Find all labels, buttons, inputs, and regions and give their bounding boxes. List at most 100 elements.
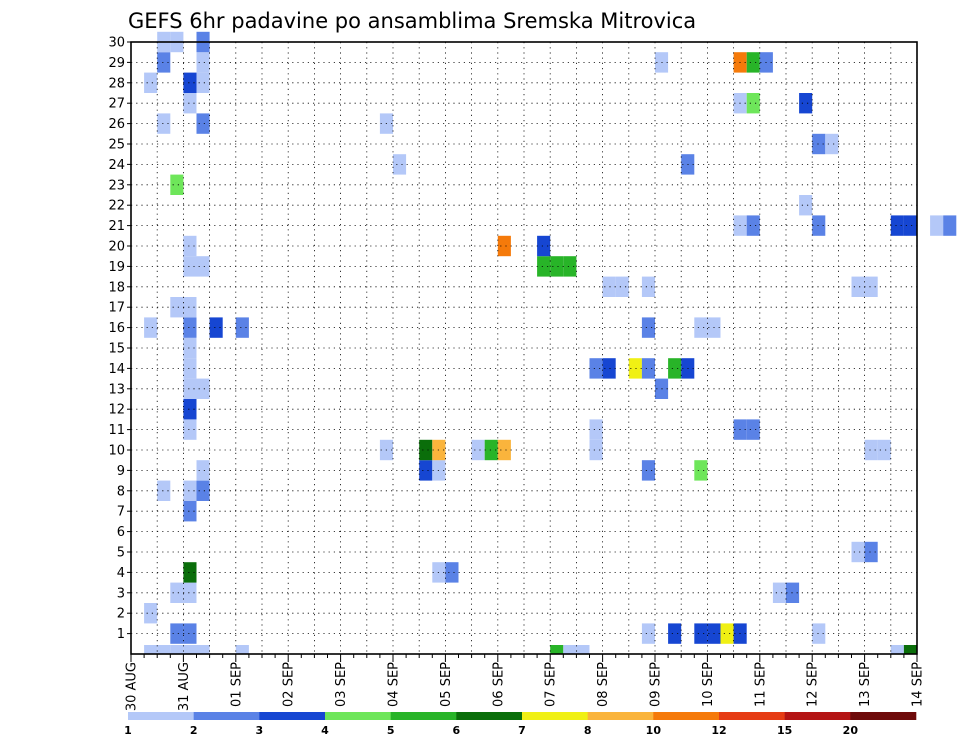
- precip-cell: [183, 501, 197, 522]
- precip-cell: [668, 623, 682, 644]
- precip-cell: [537, 256, 551, 277]
- precip-cell: [694, 460, 708, 481]
- precip-cell: [471, 439, 485, 461]
- y-tick-label: 6: [117, 525, 125, 540]
- y-tick-label: 30: [108, 36, 125, 51]
- precip-cell: [668, 358, 682, 379]
- precip-cell: [183, 480, 197, 501]
- precip-cell: [393, 154, 407, 175]
- precip-cell: [157, 52, 171, 73]
- precip-cell: [144, 645, 158, 654]
- precip-cell: [772, 582, 786, 603]
- precip-cell: [694, 623, 708, 644]
- x-tick-label: 05 SEP: [439, 662, 454, 707]
- precip-cell: [943, 215, 957, 236]
- precip-cell: [589, 419, 603, 440]
- precip-cell: [903, 215, 917, 236]
- legend-label: 1: [124, 724, 132, 737]
- x-tick-label: 10 SEP: [701, 662, 716, 707]
- precip-cell: [484, 439, 498, 461]
- precip-cell: [196, 52, 210, 73]
- precip-cell: [183, 256, 197, 277]
- precip-cell: [602, 276, 616, 297]
- precip-cell: [812, 215, 826, 236]
- precip-cell: [563, 645, 577, 654]
- x-tick-label: 04 SEP: [387, 662, 402, 707]
- precip-cell: [170, 582, 184, 603]
- precip-cell: [196, 113, 210, 134]
- y-tick-label: 16: [108, 321, 125, 336]
- precip-cell: [799, 195, 813, 216]
- precip-cell: [183, 317, 197, 338]
- precip-cell: [183, 378, 197, 399]
- precip-cell: [812, 133, 826, 155]
- precip-cell: [235, 317, 249, 338]
- precip-cell: [589, 439, 603, 461]
- precip-cell: [183, 399, 197, 420]
- precip-cell: [183, 93, 197, 114]
- precip-cell: [144, 317, 158, 338]
- color-legend: 1 2 3 4 5 6 7 8 10 12 15 20: [124, 712, 917, 737]
- legend-label: 10: [646, 724, 662, 737]
- precip-cell: [144, 72, 158, 93]
- y-tick-label: 13: [108, 382, 125, 397]
- y-tick-label: 5: [117, 546, 125, 561]
- precip-cell: [157, 480, 171, 501]
- precip-cell: [641, 276, 655, 297]
- precip-cell: [183, 582, 197, 603]
- precip-cell: [419, 439, 433, 461]
- y-tick-label: 25: [108, 138, 125, 153]
- x-tick-label: 30 AUG: [125, 662, 140, 711]
- precip-cell: [183, 419, 197, 440]
- precip-cell: [183, 297, 197, 318]
- precip-cell: [851, 541, 865, 563]
- precip-cell: [864, 439, 878, 461]
- x-tick-label: 11 SEP: [753, 662, 768, 707]
- y-tick-label: 21: [108, 219, 125, 234]
- y-tick-label: 27: [108, 97, 125, 112]
- precip-cell: [196, 72, 210, 93]
- precip-cell: [497, 235, 511, 257]
- legend-swatch: [390, 712, 457, 720]
- precip-cell: [746, 93, 760, 114]
- y-tick-label: 11: [108, 423, 125, 438]
- x-tick-label: 03 SEP: [334, 662, 349, 707]
- precip-cell: [170, 174, 184, 195]
- precip-cell: [209, 317, 223, 338]
- y-tick-label: 23: [108, 178, 125, 193]
- legend-label: 5: [387, 724, 395, 737]
- precip-cell: [864, 541, 878, 563]
- precip-cell: [144, 603, 158, 624]
- precip-cell: [445, 562, 459, 583]
- legend-label: 6: [453, 724, 461, 737]
- y-tick-label: 12: [108, 403, 125, 418]
- legend-swatch: [850, 712, 917, 720]
- y-tick-label: 28: [108, 76, 125, 91]
- precip-cell: [183, 235, 197, 257]
- precip-cell: [720, 623, 734, 644]
- y-tick-label: 20: [108, 240, 125, 255]
- precip-cell: [183, 358, 197, 379]
- y-tick-label: 1: [117, 627, 125, 642]
- legend-label: 3: [256, 724, 264, 737]
- x-tick-label: 02 SEP: [282, 662, 297, 707]
- precip-cell: [812, 623, 826, 644]
- legend-swatch: [193, 712, 260, 720]
- precip-cell: [799, 93, 813, 114]
- precip-cell: [183, 562, 197, 583]
- precip-cell: [746, 419, 760, 440]
- precip-cell: [576, 645, 590, 654]
- precip-cell: [196, 460, 210, 481]
- precip-cell: [550, 645, 564, 654]
- precip-cell: [170, 297, 184, 318]
- legend-label: 12: [711, 724, 726, 737]
- legend-swatch: [522, 712, 588, 720]
- precip-cell: [825, 133, 839, 155]
- precip-cell: [602, 358, 616, 379]
- precip-cell: [157, 113, 171, 134]
- precip-cell: [877, 439, 891, 461]
- precip-cell: [419, 460, 433, 481]
- precip-cell: [641, 358, 655, 379]
- precip-cell: [183, 72, 197, 93]
- precip-cell: [694, 317, 708, 338]
